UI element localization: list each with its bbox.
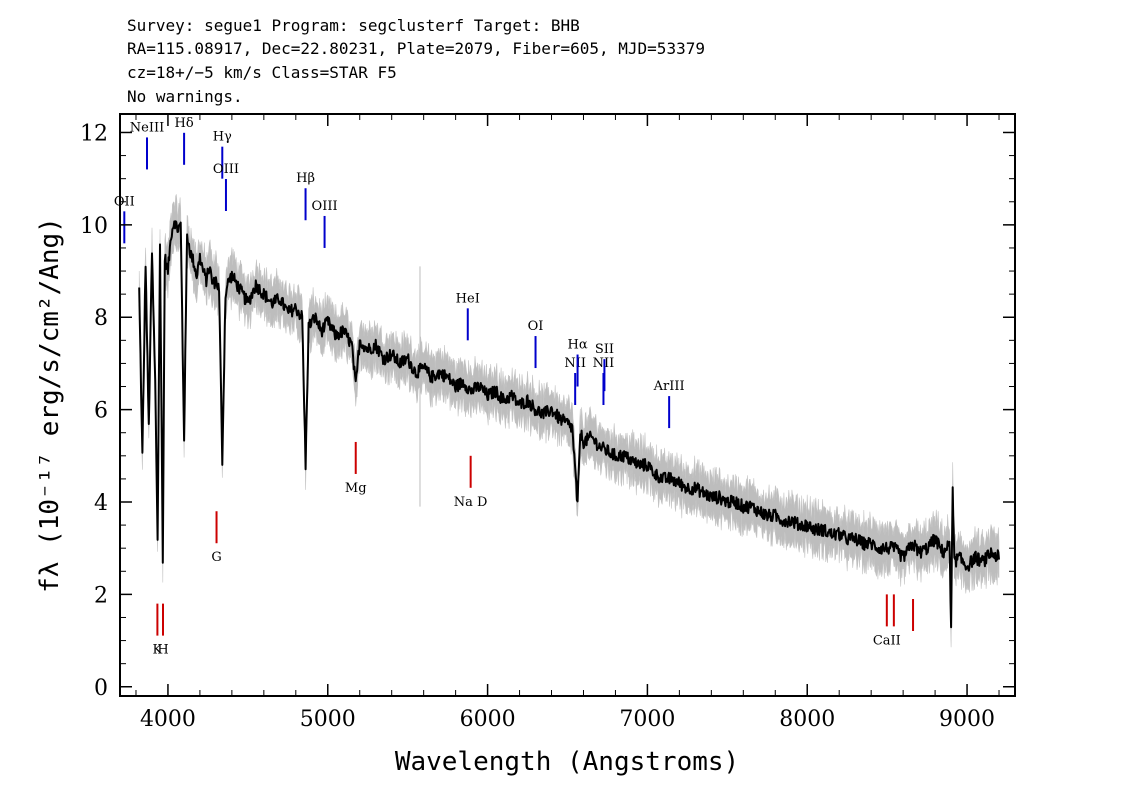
emission-line-label: Hα (568, 338, 588, 353)
emission-line-label: SII (595, 342, 614, 357)
emission-line-label: Hγ (213, 130, 232, 145)
header-line-3: cz=18+/−5 km/s Class=STAR F5 (127, 63, 397, 82)
emission-line-label: OIII (312, 199, 338, 214)
x-tick-label: 4000 (140, 707, 196, 732)
absorption-line-label: H (157, 643, 168, 658)
y-tick-label: 2 (94, 583, 108, 608)
header-line-2: RA=115.08917, Dec=22.80231, Plate=2079, … (127, 39, 705, 58)
y-tick-label: 0 (94, 676, 108, 701)
y-tick-label: 6 (94, 399, 108, 424)
x-tick-label: 6000 (460, 707, 516, 732)
x-tick-label: 8000 (779, 707, 835, 732)
emission-line-label: HeI (456, 291, 480, 306)
header-line-1: Survey: segue1 Program: segclusterf Targ… (127, 16, 580, 35)
flux-line (138, 220, 1000, 629)
y-tick-label: 4 (94, 491, 108, 516)
absorption-line-label: Mg (345, 481, 367, 496)
emission-line-label: OI (528, 319, 544, 334)
x-tick-label: 7000 (619, 707, 675, 732)
flux-series (138, 220, 1000, 629)
y-tick-label: 12 (80, 121, 108, 146)
emission-line-label: OIII (213, 162, 239, 177)
emission-line-label: NII (564, 356, 586, 371)
spectral-line-markers: OIINeIIIHδHγOIIIHβOIIIHeIOINIIHαNIISIIAr… (114, 116, 915, 658)
plot-frame (119, 113, 1016, 697)
emission-line-label: Hδ (175, 116, 194, 131)
y-tick-label: 10 (80, 214, 108, 239)
y-axis-label: fλ (10⁻¹⁷ erg/s/cm²/Ang) (35, 217, 65, 593)
x-tick-label: 5000 (300, 707, 356, 732)
x-tick-label: 9000 (939, 707, 995, 732)
axis-ticks: 4000 5000 6000 7000 8000 9000 0 2 4 6 8 10 12 (80, 114, 1015, 732)
emission-line-label: Hβ (296, 171, 315, 186)
emission-line-label: ArIII (653, 379, 685, 394)
absorption-line-label: CaII (873, 633, 901, 648)
emission-line-label: NeIII (130, 120, 164, 135)
absorption-line-label: K (153, 643, 163, 658)
header-line-4: No warnings. (127, 87, 243, 106)
absorption-line-label: G (211, 550, 221, 565)
y-tick-label: 8 (94, 306, 108, 331)
x-axis-label: Wavelength (Angstroms) (395, 747, 739, 777)
absorption-line-label: Na D (454, 495, 488, 510)
